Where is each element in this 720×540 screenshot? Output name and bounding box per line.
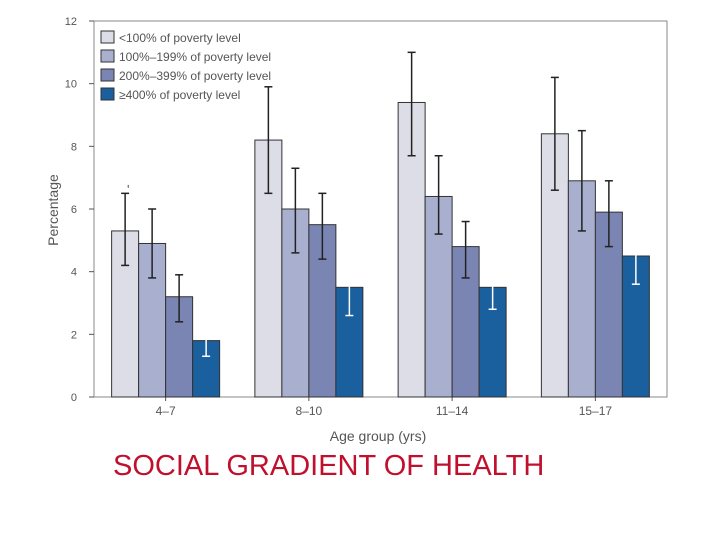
- x-axis-label: Age group (yrs): [330, 428, 426, 444]
- y-axis-label: Percentage: [45, 174, 61, 246]
- y-tick-label: 2: [71, 329, 77, 341]
- y-tick-label: 4: [71, 267, 77, 279]
- legend-label: <100% of poverty level: [119, 31, 241, 45]
- x-tick-label: 11–14: [436, 404, 469, 418]
- y-tick-label: 6: [71, 204, 77, 216]
- legend-swatch: [100, 49, 115, 63]
- legend-label: 100%–199% of poverty level: [119, 50, 271, 64]
- legend-swatch: [100, 87, 115, 101]
- legend: <100% of poverty level 100%–199% of pover…: [100, 30, 271, 102]
- annotation-tick: ': [127, 182, 129, 197]
- x-tick-label: 15–17: [579, 404, 613, 418]
- legend-swatch: [100, 68, 115, 82]
- error-bars: [121, 51, 640, 358]
- legend-label: ≥400% of poverty level: [119, 88, 240, 102]
- x-axis: 4–7 8–10 11–14 15–17: [156, 397, 613, 418]
- legend-swatch: [100, 30, 115, 44]
- slide-caption: SOCIAL GRADIENT OF HEALTH: [113, 450, 545, 482]
- y-axis: 0 2 4 6 8 10 12: [65, 16, 94, 404]
- x-tick-label: 4–7: [156, 404, 176, 418]
- bars: [111, 101, 650, 398]
- legend-label: 200%–399% of poverty level: [119, 69, 271, 83]
- y-tick-label: 10: [65, 79, 77, 91]
- y-tick-label: 0: [71, 392, 77, 404]
- x-tick-label: 8–10: [296, 404, 323, 418]
- y-tick-label: 12: [65, 16, 77, 28]
- y-tick-label: 8: [71, 141, 77, 153]
